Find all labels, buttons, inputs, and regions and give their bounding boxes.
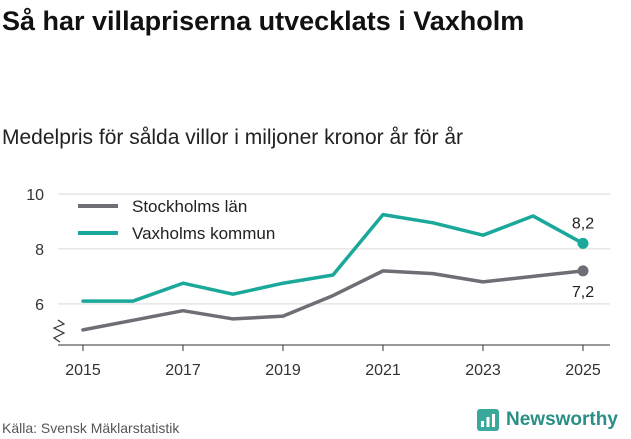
chart-title: Så har villapriserna utvecklats i Vaxhol… <box>2 6 525 36</box>
x-tick-label: 2019 <box>265 362 301 379</box>
x-tick-label: 2021 <box>365 362 401 379</box>
series-line <box>81 212 585 303</box>
legend-label: Stockholms län <box>132 197 247 216</box>
x-tick-label: 2017 <box>165 362 201 379</box>
x-tick-label: 2025 <box>565 362 601 379</box>
y-tick-label: 10 <box>26 187 44 204</box>
end-value-label: 8,2 <box>572 215 594 232</box>
newsworthy-logo-icon <box>477 409 499 431</box>
series-line <box>81 269 585 332</box>
source-note: Källa: Svensk Mäklarstatistik <box>2 420 180 436</box>
brand-name: Newsworthy <box>506 409 618 430</box>
line-chart: 6 8 10 2015 2017 2019 2021 2023 2025 7,2 8,2 Stockh… <box>26 187 610 379</box>
y-tick-label: 6 <box>35 297 44 314</box>
x-tick-label: 2015 <box>65 362 101 379</box>
x-tick-label: 2023 <box>465 362 501 379</box>
end-point <box>577 265 589 277</box>
legend-label: Vaxholms kommun <box>132 224 275 243</box>
brand[interactable]: Newsworthy <box>476 408 618 432</box>
y-tick-label: 8 <box>35 242 44 259</box>
axis-break-mark <box>52 319 66 343</box>
end-point <box>577 237 589 249</box>
end-value-label: 7,2 <box>572 284 594 301</box>
chart-subtitle: Medelpris för sålda villor i miljoner kr… <box>2 126 463 149</box>
